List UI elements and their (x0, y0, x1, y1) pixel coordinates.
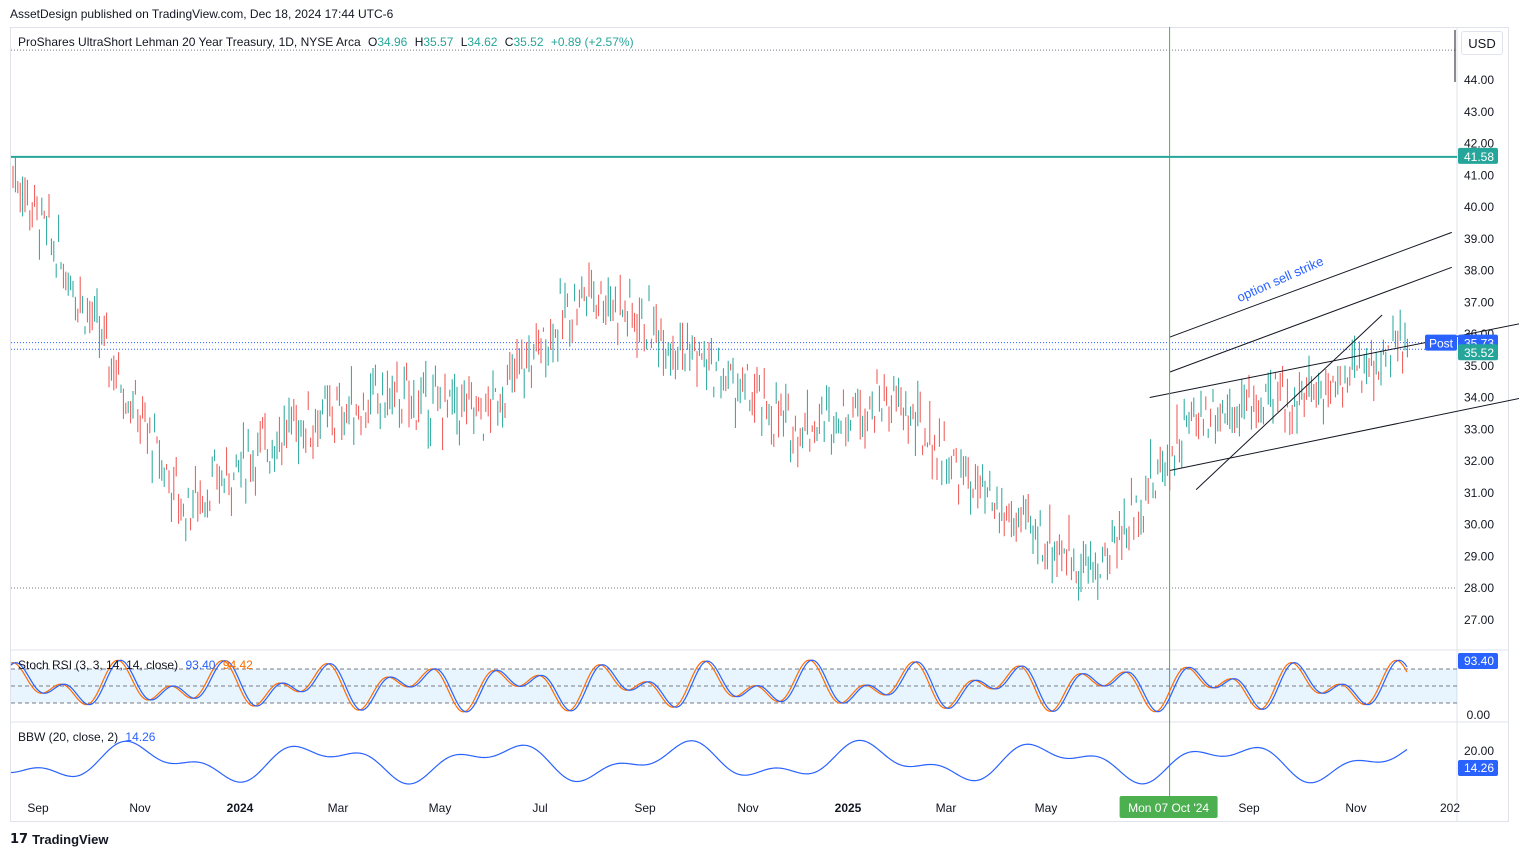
stoch-axis-label: 0.00 (1467, 708, 1491, 722)
trend-line (1149, 323, 1519, 398)
trend-line (1169, 231, 1452, 338)
post-label-bg (1425, 334, 1457, 351)
y-tick-label: 38.00 (1464, 264, 1494, 278)
stoch-tag: 93.40 (1464, 654, 1494, 668)
y-tick-label: 33.00 (1464, 422, 1494, 436)
hline-price-tag-bg (1458, 147, 1498, 164)
bbw-tag: 14.26 (1464, 761, 1494, 775)
y-tick-label: 44.00 (1464, 73, 1494, 87)
last-price-tag-bg (1458, 344, 1498, 361)
stoch-label: Stoch RSI (3, 3, 14, 14, close) (18, 658, 179, 672)
currency-button[interactable]: USD (1461, 31, 1503, 55)
ohlc-close: C35.52 (504, 35, 544, 49)
trend-line (1195, 314, 1383, 490)
y-tick-label: 35.00 (1464, 359, 1494, 373)
trend-line (1169, 397, 1519, 472)
ohlc-bars (12, 156, 1408, 601)
last-price-tag: 35.52 (1464, 346, 1494, 360)
stoch-d-value: 94.42 (222, 658, 253, 672)
x-tick-label: May (429, 801, 452, 815)
y-tick-label: 42.00 (1464, 137, 1494, 151)
x-tick-label: Jul (532, 801, 547, 815)
x-tick-label: May (1035, 801, 1058, 815)
annotation-option-sell-strike: option sell strike (1234, 253, 1325, 305)
symbol-name: ProShares UltraShort Lehman 20 Year Trea… (18, 35, 361, 49)
bbw-axis-label: 20.00 (1464, 744, 1494, 758)
ohlc-low: L34.62 (460, 35, 498, 49)
y-tick-label: 32.00 (1464, 454, 1494, 468)
trend-line (1169, 266, 1452, 373)
x-tick-label: Mar (936, 801, 957, 815)
bbw-label: BBW (20, close, 2) (18, 730, 119, 744)
y-tick-label: 28.00 (1464, 581, 1494, 595)
stoch-tag-bg (1458, 653, 1498, 669)
bbw-tag-bg (1458, 760, 1498, 776)
stoch-k-line (10, 659, 1408, 713)
x-tick-label: Nov (737, 801, 758, 815)
y-tick-label: 29.00 (1464, 549, 1494, 563)
y-tick-label: 31.00 (1464, 486, 1494, 500)
y-tick-label: 41.00 (1464, 168, 1494, 182)
stoch-k-value: 93.40 (185, 658, 216, 672)
symbol-legend: ProShares UltraShort Lehman 20 Year Trea… (18, 35, 638, 49)
price-change: +0.89 (+2.57%) (550, 35, 634, 49)
y-tick-label: 39.00 (1464, 232, 1494, 246)
stoch-d-line (10, 659, 1408, 713)
bbw-value: 14.26 (125, 730, 156, 744)
tradingview-logo-icon: 𝟭𝟳 (10, 831, 29, 846)
footer-brand[interactable]: 𝟭𝟳 TradingView (10, 831, 108, 847)
ohlc-high: H35.57 (414, 35, 454, 49)
stoch-legend: Stoch RSI (3, 3, 14, 14, close) 93.40 94… (18, 658, 257, 672)
x-tick-label: Sep (1238, 801, 1260, 815)
x-tick-label: Nov (129, 801, 150, 815)
chart-frame (10, 27, 1509, 822)
x-tick-label: 2024 (227, 801, 254, 815)
hline-price-tag: 41.58 (1464, 150, 1494, 164)
post-label: Post (1429, 337, 1454, 351)
x-tick-label: 202 (1440, 801, 1460, 815)
ohlc-open: O34.96 (367, 35, 408, 49)
crosshair-date-label: Mon 07 Oct '24 (1128, 801, 1209, 815)
publish-info: AssetDesign published on TradingView.com… (10, 7, 394, 21)
x-tick-label: Nov (1345, 801, 1366, 815)
y-tick-label: 37.00 (1464, 295, 1494, 309)
x-tick-label: 2025 (835, 801, 862, 815)
footer-brand-label: TradingView (32, 831, 109, 847)
y-tick-label: 27.00 (1464, 613, 1494, 627)
y-tick-label: 34.00 (1464, 391, 1494, 405)
x-tick-label: Mar (328, 801, 349, 815)
x-tick-label: Sep (27, 801, 49, 815)
bbw-legend: BBW (20, close, 2) 14.26 (18, 730, 159, 744)
bbw-line (10, 739, 1408, 785)
y-tick-label: 43.00 (1464, 105, 1494, 119)
x-tick-label: Sep (634, 801, 656, 815)
y-tick-label: 40.00 (1464, 200, 1494, 214)
y-tick-label: 30.00 (1464, 518, 1494, 532)
crosshair-date-bg (1119, 796, 1218, 818)
